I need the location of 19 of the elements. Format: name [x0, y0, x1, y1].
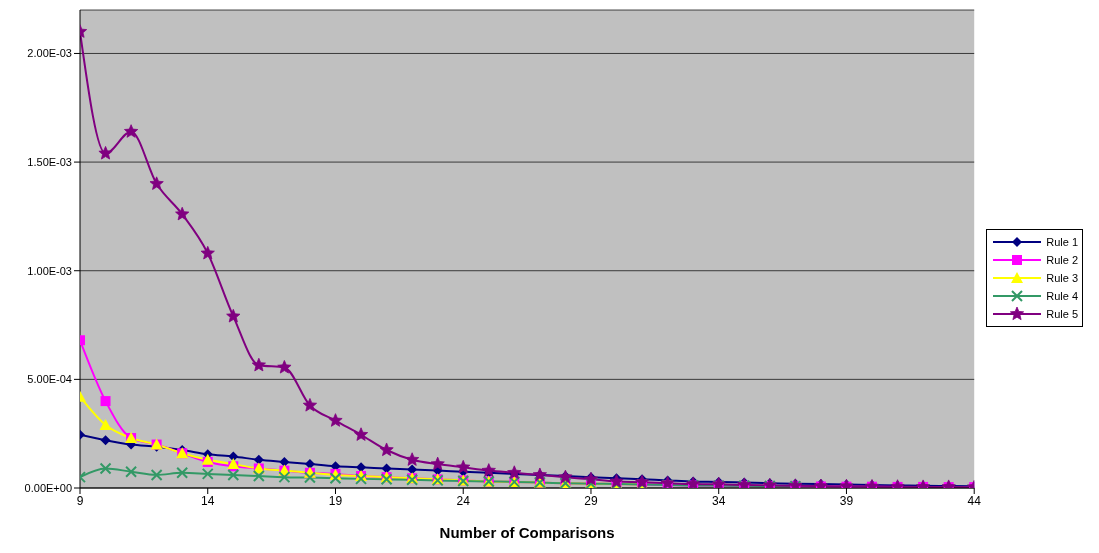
x-tick-label: 44	[967, 493, 982, 508]
x-tick-label: 29	[584, 493, 598, 508]
x-axis-title: Number of Comparisons	[439, 524, 615, 541]
x-tick-label: 39	[839, 493, 854, 508]
x-tick-label: 14	[201, 493, 215, 508]
x-tick-label: 24	[456, 493, 471, 508]
y-tick-label: 0.00E+00	[24, 481, 72, 494]
legend-label: Rule 1	[1046, 236, 1078, 248]
y-tick-label: 2.00E-03	[27, 47, 72, 60]
y-tick-label: 1.50E-03	[27, 156, 72, 168]
x-tick-label: 19	[328, 493, 343, 508]
legend-label: Rule 4	[1046, 290, 1078, 302]
y-tick-label: 5.00E-04	[27, 373, 72, 386]
legend-label: Rule 3	[1046, 272, 1078, 284]
x-tick-label: 9	[76, 493, 84, 508]
y-tick-label: 1.00E-03	[27, 264, 72, 277]
legend-label: Rule 5	[1046, 308, 1078, 320]
x-tick-label: 34	[712, 493, 726, 508]
legend-label: Rule 2	[1046, 254, 1078, 266]
